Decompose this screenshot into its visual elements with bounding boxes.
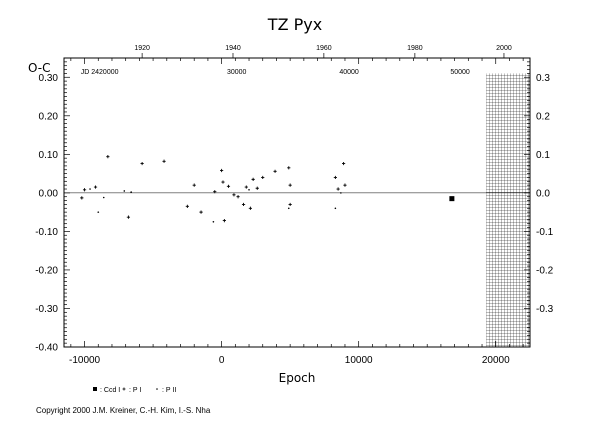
pe-point bbox=[232, 193, 236, 197]
y-tick-label-left: 0.30 bbox=[39, 73, 59, 84]
pe-point bbox=[221, 180, 225, 184]
pe-point bbox=[93, 185, 98, 189]
pe-point bbox=[162, 159, 166, 163]
pe-point bbox=[220, 168, 224, 173]
y-tick-label-left: 0.20 bbox=[39, 111, 59, 122]
y-tick-label-right: -0.1 bbox=[536, 227, 554, 238]
pe-point bbox=[126, 215, 131, 219]
plot-frame bbox=[63, 57, 531, 348]
y-tick-label-right: -0.3 bbox=[536, 304, 554, 315]
pe-point bbox=[140, 161, 144, 166]
pe-point bbox=[192, 183, 196, 187]
y-tick-label-right: -0.2 bbox=[536, 265, 554, 276]
year-tick-label: 1920 bbox=[134, 45, 150, 52]
legend-marker-ccd bbox=[93, 387, 97, 391]
pe-point bbox=[255, 186, 259, 190]
y-tick-label-left: -0.10 bbox=[35, 227, 58, 238]
jd-tick-label: 30000 bbox=[227, 69, 247, 76]
pe-point bbox=[333, 175, 337, 180]
pe-point bbox=[288, 183, 292, 187]
pe-point bbox=[213, 190, 217, 194]
legend: : Ccd I : P I : P II bbox=[93, 387, 176, 394]
y-tick-label-left: -0.30 bbox=[35, 304, 58, 315]
pe-point bbox=[80, 196, 84, 200]
pe-point bbox=[226, 184, 231, 188]
axis-ticks: -10000 0 10000 20000 0.30 0.20 0.10 0.00 -0.10 -0… bbox=[35, 45, 553, 366]
y-tick-label-right: 0.0 bbox=[536, 188, 550, 199]
pe-point bbox=[241, 202, 246, 207]
jd-tick-label: JD 2420000 bbox=[81, 69, 119, 76]
legend-label: : P II bbox=[162, 387, 176, 394]
x-tick-label: 10000 bbox=[345, 355, 373, 366]
pe-point bbox=[288, 202, 292, 207]
copyright-text: Copyright 2000 J.M. Kreiner, C.-H. Kim, … bbox=[36, 406, 211, 415]
y-tick-label-right: 0.2 bbox=[536, 111, 550, 122]
y-tick-label-left: 0.00 bbox=[39, 188, 59, 199]
pe-point bbox=[236, 195, 240, 199]
pe-point bbox=[199, 210, 203, 214]
x-tick-label: -10000 bbox=[69, 355, 101, 366]
y-axis-label: O-C bbox=[28, 61, 51, 75]
y-tick-label-right: 0.1 bbox=[536, 150, 550, 161]
legend-marker-pe bbox=[122, 387, 126, 391]
jd-tick-label: 40000 bbox=[339, 69, 359, 76]
pg-point bbox=[97, 211, 100, 213]
x-tick-label: 0 bbox=[219, 355, 225, 366]
pg-point bbox=[89, 188, 91, 190]
year-tick-label: 2000 bbox=[496, 45, 512, 52]
y-tick-label-left: 0.10 bbox=[39, 150, 59, 161]
pe-point bbox=[248, 206, 252, 210]
x-axis-label: Epoch bbox=[279, 371, 316, 385]
pg-point bbox=[248, 188, 250, 191]
pg-point bbox=[123, 190, 126, 192]
x-tick-label: 20000 bbox=[482, 355, 510, 366]
pg-point bbox=[212, 220, 215, 223]
pe-point bbox=[251, 177, 255, 181]
jd-tick-label: 50000 bbox=[450, 69, 470, 76]
year-tick-label: 1940 bbox=[225, 45, 241, 52]
pe-point bbox=[244, 185, 248, 189]
pe-point bbox=[261, 175, 265, 180]
pe-point bbox=[222, 219, 226, 223]
ccd-point bbox=[449, 196, 455, 202]
pe-point bbox=[336, 187, 340, 191]
pe-point bbox=[343, 183, 347, 187]
pg-point bbox=[287, 207, 290, 210]
data-points bbox=[80, 155, 455, 223]
year-tick-label: 1980 bbox=[407, 45, 423, 52]
pe-point bbox=[287, 166, 291, 170]
pg-point bbox=[102, 196, 105, 199]
hatched-region bbox=[486, 73, 530, 347]
pe-point bbox=[273, 169, 277, 173]
y-tick-label-left: -0.40 bbox=[35, 343, 58, 354]
legend-label: : P I bbox=[129, 387, 141, 394]
y-tick-label-right: 0.3 bbox=[536, 73, 550, 84]
pe-point bbox=[106, 155, 110, 159]
pg-point bbox=[130, 191, 132, 193]
pe-point bbox=[185, 204, 189, 208]
pe-point bbox=[82, 188, 87, 192]
pg-point bbox=[340, 192, 342, 194]
chart-title: TZ Pyx bbox=[267, 15, 322, 34]
year-tick-label: 1960 bbox=[316, 45, 332, 52]
legend-label: : Ccd I bbox=[100, 387, 120, 394]
pe-point bbox=[342, 161, 346, 166]
pg-point bbox=[334, 207, 337, 210]
y-tick-label-left: -0.20 bbox=[35, 265, 58, 276]
legend-marker-pg bbox=[156, 388, 158, 390]
